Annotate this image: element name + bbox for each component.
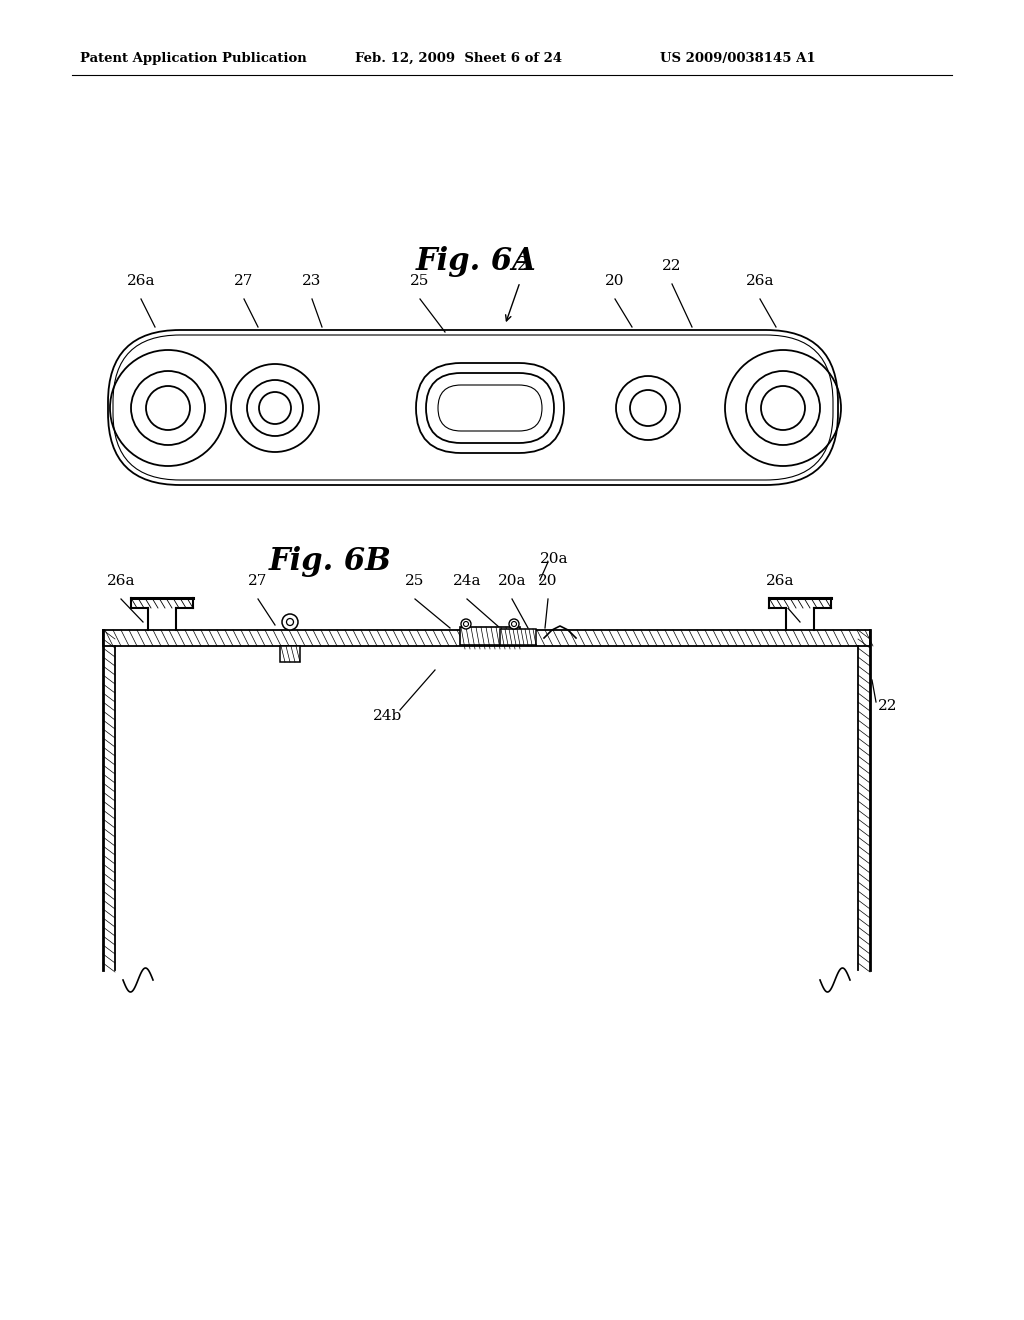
FancyBboxPatch shape	[438, 385, 542, 432]
Bar	[131, 598, 193, 609]
Text: 24a: 24a	[453, 574, 481, 587]
Circle shape	[287, 619, 294, 626]
FancyBboxPatch shape	[416, 363, 564, 453]
Circle shape	[512, 622, 516, 627]
Text: 26a: 26a	[127, 275, 156, 288]
Text: Fig. 6B: Fig. 6B	[268, 546, 391, 577]
Text: 2: 2	[516, 256, 527, 275]
Text: 22: 22	[663, 259, 682, 273]
Text: 20a: 20a	[498, 574, 526, 587]
Text: 26a: 26a	[745, 275, 774, 288]
Circle shape	[461, 619, 471, 630]
Text: 27: 27	[234, 275, 254, 288]
Text: 22: 22	[878, 700, 897, 713]
Text: Patent Application Publication: Patent Application Publication	[80, 51, 307, 65]
Text: 25: 25	[406, 574, 425, 587]
Bar	[280, 645, 300, 663]
Text: Fig. 6A: Fig. 6A	[416, 246, 537, 277]
Text: 27: 27	[248, 574, 267, 587]
Circle shape	[464, 622, 469, 627]
Text: 20: 20	[539, 574, 558, 587]
FancyBboxPatch shape	[426, 374, 554, 444]
Text: 26a: 26a	[106, 574, 135, 587]
Text: 20: 20	[605, 275, 625, 288]
Text: 26a: 26a	[766, 574, 795, 587]
Bar	[500, 630, 536, 645]
Text: Feb. 12, 2009  Sheet 6 of 24: Feb. 12, 2009 Sheet 6 of 24	[355, 51, 562, 65]
Text: 25: 25	[411, 275, 430, 288]
Bar	[103, 630, 870, 645]
Circle shape	[282, 614, 298, 630]
Bar	[769, 598, 831, 609]
Text: 20a: 20a	[540, 552, 568, 566]
Bar	[460, 627, 520, 645]
FancyBboxPatch shape	[113, 335, 833, 480]
Text: 23: 23	[302, 275, 322, 288]
Text: 24b: 24b	[373, 709, 402, 723]
Text: US 2009/0038145 A1: US 2009/0038145 A1	[660, 51, 816, 65]
Circle shape	[509, 619, 519, 630]
FancyBboxPatch shape	[108, 330, 838, 484]
